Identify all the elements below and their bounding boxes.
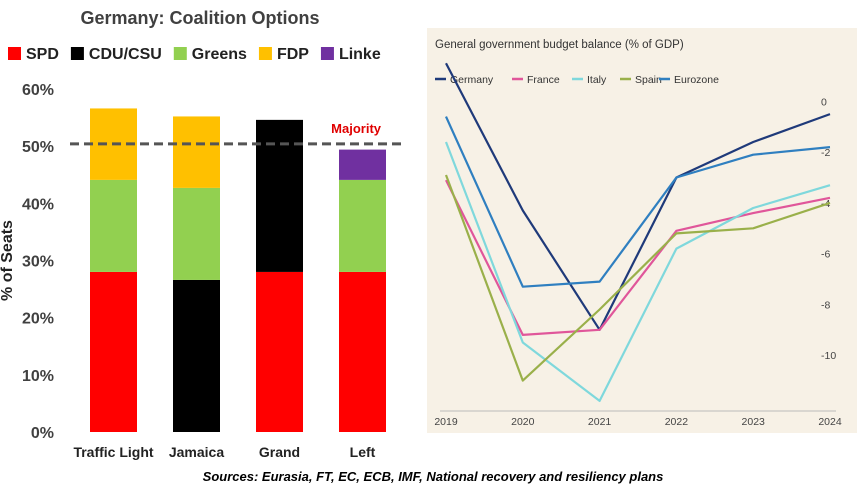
bar-segment-greens: [90, 179, 137, 272]
series-line-germany: [445, 62, 831, 331]
y-tick-label: 60%: [22, 82, 54, 99]
legend-swatch-2: [173, 47, 187, 60]
series-line-eurozone: [444, 116, 831, 288]
series-line-spain: [444, 174, 831, 382]
legend-label-0: SPD: [26, 46, 59, 63]
legend-label-1: CDU/CSU: [89, 46, 162, 63]
line-y-tick-label: -6: [821, 249, 830, 261]
line-x-tick-label: 2023: [742, 416, 766, 428]
line-x-tick-label: 2020: [511, 416, 535, 428]
y-tick-label: 50%: [22, 139, 54, 156]
line-legend-label-3: Spain: [635, 74, 662, 86]
coalition-bar-chart: Germany: Coalition Options SPD CDU/CSU Gree…: [0, 8, 404, 460]
line-y-tick-label: -8: [821, 299, 830, 311]
line-x-tick-label: 2024: [818, 416, 842, 428]
legend-swatch-0: [8, 47, 21, 60]
bar-segment-spd: [339, 271, 386, 432]
majority-label: Majority: [331, 121, 382, 136]
y-tick-label: 0%: [31, 425, 54, 442]
x-category-label: Grand: [259, 444, 300, 460]
line-y-tick-label: -2: [821, 147, 830, 159]
budget-balance-panel: General government budget balance (% of …: [427, 28, 857, 433]
budget-balance-line-chart: General government budget balance (% of …: [434, 39, 842, 428]
line-x-tick-label: 2021: [588, 416, 612, 428]
sources-footer: Sources: Eurasia, FT, EC, ECB, IMF, Nati…: [202, 469, 664, 484]
series-line-italy: [444, 141, 831, 402]
y-tick-label: 20%: [22, 311, 54, 328]
line-y-tick-label: 0: [821, 96, 827, 108]
bar-segment-greens: [339, 179, 386, 272]
bar-segment-spd: [256, 271, 303, 432]
legend-label-3: FDP: [277, 46, 309, 63]
line-chart-title: General government budget balance (% of …: [435, 39, 684, 51]
line-y-tick-label: -10: [821, 350, 836, 362]
bar-chart-title: Germany: Coalition Options: [80, 8, 319, 28]
y-axis-label: % of Seats: [0, 220, 16, 301]
legend-swatch-3: [258, 47, 272, 60]
bar-segment-cducsu: [173, 279, 220, 432]
legend-label-2: Greens: [192, 46, 247, 63]
legend-swatch-1: [70, 47, 84, 60]
legend-label-4: Linke: [339, 46, 381, 63]
y-tick-label: 30%: [22, 254, 54, 271]
line-x-tick-label: 2019: [434, 416, 458, 428]
bar-segment-spd: [90, 271, 137, 432]
line-x-tick-label: 2022: [665, 416, 689, 428]
x-category-label: Left: [350, 444, 376, 460]
line-legend-label-1: France: [527, 74, 560, 86]
line-legend-label-2: Italy: [587, 74, 607, 86]
line-legend-label-4: Eurozone: [674, 74, 719, 86]
x-category-label: Traffic Light: [73, 444, 153, 460]
y-tick-label: 40%: [22, 196, 54, 213]
bar-segment-fdp: [173, 116, 220, 188]
line-legend-label-0: Germany: [450, 74, 494, 86]
legend-swatch-4: [320, 47, 334, 60]
x-category-label: Jamaica: [169, 444, 224, 460]
bar-segment-greens: [173, 187, 220, 280]
y-tick-label: 10%: [22, 368, 54, 385]
bar-segment-linke: [339, 149, 386, 180]
